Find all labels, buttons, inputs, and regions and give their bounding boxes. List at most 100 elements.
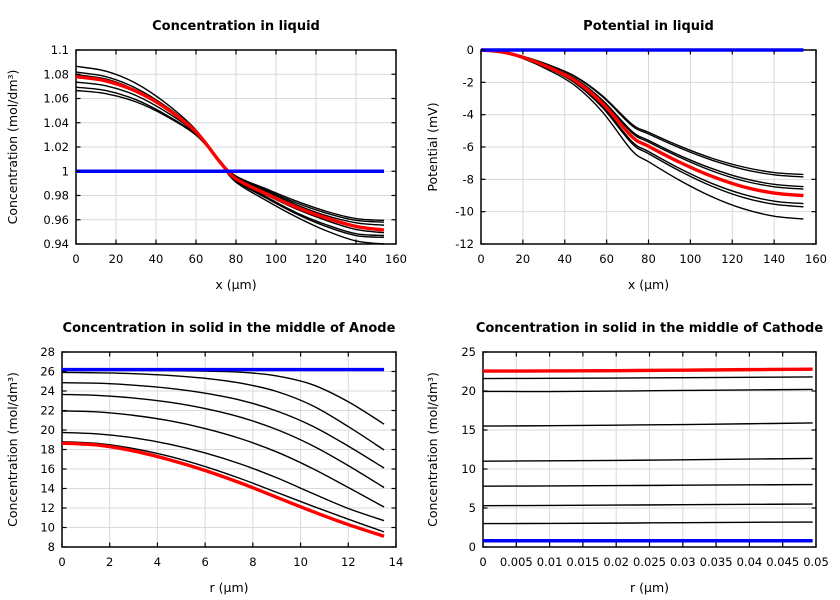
y-tick-label: 8 bbox=[48, 540, 55, 554]
x-tick-label: 8 bbox=[249, 555, 256, 569]
series-black-curve-5 bbox=[482, 483, 813, 487]
y-axis-label: Concentration (mol/dm³) bbox=[5, 372, 20, 527]
y-tick-label: 15 bbox=[461, 423, 476, 437]
x-axis-label: x (µm) bbox=[628, 277, 669, 292]
y-tick-label: -10 bbox=[455, 205, 474, 219]
x-tick-label: 10 bbox=[293, 555, 308, 569]
x-tick-label: 0 bbox=[477, 252, 484, 266]
y-tick-label: -8 bbox=[463, 172, 474, 186]
series-red-thick-curve bbox=[61, 441, 385, 538]
x-tick-label: 60 bbox=[189, 252, 204, 266]
x-tick-label: 0 bbox=[479, 555, 486, 569]
y-tick-label: 1 bbox=[62, 164, 69, 178]
x-tick-label: 40 bbox=[149, 252, 164, 266]
series-black-curve-3 bbox=[482, 422, 813, 427]
x-tick-label: 0.02 bbox=[603, 555, 629, 569]
y-tick-label: 22 bbox=[40, 404, 55, 418]
series-red-thick-curve bbox=[480, 48, 804, 198]
x-tick-label: 100 bbox=[679, 252, 701, 266]
series-black-curve-7 bbox=[75, 75, 385, 234]
y-tick-label: -12 bbox=[455, 237, 474, 251]
y-tick-label: -2 bbox=[463, 75, 474, 89]
y-tick-label: 25 bbox=[461, 345, 476, 359]
y-tick-label: 26 bbox=[40, 365, 55, 379]
series-black-curve-5 bbox=[61, 410, 385, 508]
x-axis-label: x (µm) bbox=[215, 277, 256, 292]
series-black-curve-6 bbox=[61, 431, 385, 522]
series-black-curve-7 bbox=[482, 521, 813, 525]
x-tick-label: 120 bbox=[721, 252, 743, 266]
x-tick-label: 6 bbox=[201, 555, 208, 569]
x-tick-label: 0 bbox=[58, 555, 65, 569]
series-black-curve-6 bbox=[482, 503, 813, 507]
x-tick-label: 0.005 bbox=[500, 555, 533, 569]
y-tick-label: -4 bbox=[463, 108, 474, 122]
series-black-curve-3 bbox=[61, 382, 385, 469]
x-tick-label: 0.025 bbox=[633, 555, 666, 569]
y-tick-label: 0.96 bbox=[43, 213, 69, 227]
chart-title: Concentration in solid in the middle of … bbox=[63, 321, 396, 336]
x-tick-label: 140 bbox=[763, 252, 785, 266]
x-tick-label: 0.05 bbox=[803, 555, 829, 569]
x-tick-label: 80 bbox=[641, 252, 656, 266]
panel-potential-in-liquid: 0 20 40 60 80 100 120 140 160 -12 -10 -8 -6 -4 -2 0 x (µ… bbox=[420, 0, 840, 300]
chart-title: Concentration in liquid bbox=[152, 19, 320, 34]
y-tick-label: 24 bbox=[40, 384, 55, 398]
series-black-curve-4 bbox=[482, 457, 813, 462]
x-tick-label: 100 bbox=[265, 252, 287, 266]
x-tick-label: 60 bbox=[599, 252, 614, 266]
y-tick-label: 5 bbox=[469, 501, 476, 515]
y-tick-label: 20 bbox=[461, 384, 476, 398]
x-tick-label: 4 bbox=[154, 555, 161, 569]
x-tick-label: 140 bbox=[345, 252, 367, 266]
x-tick-label: 0.04 bbox=[737, 555, 763, 569]
x-tick-label: 40 bbox=[557, 252, 572, 266]
y-tick-label: 0.94 bbox=[43, 237, 69, 251]
y-axis-label: Concentration (mol/dm³) bbox=[425, 372, 440, 527]
x-tick-label: 80 bbox=[229, 252, 244, 266]
series-black-curve-6 bbox=[75, 89, 385, 222]
y-tick-label: 0 bbox=[469, 540, 476, 554]
y-tick-label: 16 bbox=[40, 462, 55, 476]
y-tick-label: 14 bbox=[40, 482, 55, 496]
chart-concentration-in-liquid: 0 20 40 60 80 100 120 140 160 0.94 0.96 0.98 1 1.02 1.… bbox=[5, 19, 407, 292]
chart-concentration-solid-cathode: 0 0.005 0.01 0.015 0.02 0.025 0.03 0.035 0.04 0.0… bbox=[425, 321, 829, 595]
x-tick-label: 20 bbox=[516, 252, 531, 266]
y-tick-label: 1.1 bbox=[51, 43, 69, 57]
y-tick-label: 0 bbox=[467, 43, 474, 57]
y-tick-label: -6 bbox=[463, 140, 474, 154]
series-black-curve-4 bbox=[75, 81, 385, 226]
x-tick-label: 0.045 bbox=[766, 555, 799, 569]
series-red-thick-curve bbox=[75, 74, 385, 232]
series-black-curve-2 bbox=[482, 388, 813, 393]
series-black-curve-1 bbox=[482, 376, 813, 380]
y-tick-label: 1.06 bbox=[43, 92, 69, 106]
series-black-curve-1 bbox=[480, 49, 804, 176]
panel-concentration-in-liquid: 0 20 40 60 80 100 120 140 160 0.94 0.96 0.98 1 1.02 1.… bbox=[0, 0, 420, 300]
y-tick-label: 18 bbox=[40, 443, 55, 457]
series-black-curve-7 bbox=[480, 49, 804, 220]
x-tick-label: 0 bbox=[72, 252, 79, 266]
x-tick-label: 2 bbox=[106, 555, 113, 569]
series-black-curve-7 bbox=[61, 441, 385, 533]
y-tick-label: 12 bbox=[40, 501, 55, 515]
panel-concentration-solid-cathode: 0 0.005 0.01 0.015 0.02 0.025 0.03 0.035 0.04 0.0… bbox=[420, 300, 840, 600]
panel-concentration-solid-anode: 0 2 4 6 8 10 12 14 8 10 12 14 16 18 20 22 24 26 28 r (µm) Co… bbox=[0, 300, 420, 600]
y-tick-label: 0.98 bbox=[43, 189, 69, 203]
series-black-curve-4 bbox=[61, 393, 385, 489]
x-tick-label: 120 bbox=[305, 252, 327, 266]
series-black-curve-4 bbox=[480, 49, 804, 190]
y-tick-label: 20 bbox=[40, 423, 55, 437]
y-axis-label: Potential (mV) bbox=[425, 102, 440, 191]
y-axis-label: Concentration (mol/dm³) bbox=[5, 70, 20, 225]
chart-title: Potential in liquid bbox=[583, 19, 714, 34]
x-tick-label: 14 bbox=[389, 555, 404, 569]
series-black-curve-2 bbox=[61, 371, 385, 451]
x-tick-label: 0.015 bbox=[566, 555, 599, 569]
series-black-curve-1 bbox=[75, 65, 385, 245]
x-tick-label: 0.03 bbox=[670, 555, 696, 569]
y-tick-label: 1.02 bbox=[43, 140, 69, 154]
y-tick-label: 10 bbox=[40, 521, 55, 535]
